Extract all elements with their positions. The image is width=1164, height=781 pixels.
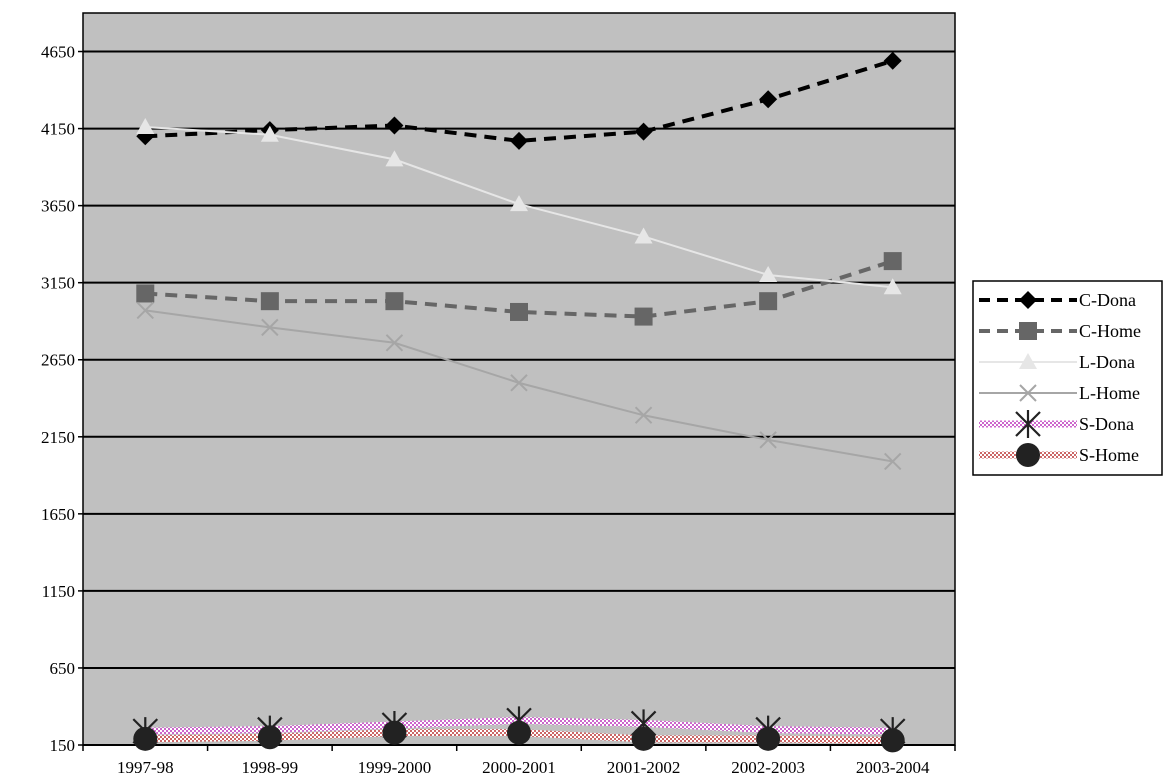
- point-C-Home-2002-2003: [759, 292, 778, 311]
- point-C-Dona-2003-2004: [883, 51, 902, 70]
- point-S-Home-1999-2000: [382, 720, 407, 745]
- point-L-Home-2001-2002: [634, 406, 653, 424]
- point-C-Home-2003-2004: [883, 252, 902, 271]
- ytick-label-4150: 4150: [41, 120, 75, 139]
- ytick-label-3150: 3150: [41, 274, 75, 293]
- point-S-Home-2001-2002: [631, 726, 656, 751]
- point-C-Home-1998-99: [260, 292, 279, 311]
- ytick-label-650: 650: [50, 659, 76, 678]
- point-C-Dona-2000-2001: [510, 131, 528, 150]
- point-L-Dona-2001-2002: [634, 227, 653, 244]
- point-C-Home-1999-2000: [385, 292, 404, 311]
- point-L-Dona-2000-2001: [510, 195, 528, 212]
- point-L-Dona-1998-99: [260, 125, 279, 142]
- point-L-Dona-2002-2003: [759, 265, 778, 282]
- legend-label-L-Home: L-Home: [1079, 383, 1140, 403]
- legend-marker-C-Home: [1019, 322, 1037, 340]
- axes: 150 650 1150 1650 2150 2650 3150 3650 4150 4650 19…: [41, 43, 956, 777]
- point-L-Home-1997-98: [136, 301, 154, 320]
- ytick-label-1650: 1650: [41, 505, 75, 524]
- ytick-label-2150: 2150: [41, 428, 75, 447]
- series-S-Home: [133, 720, 905, 753]
- xtick-label-2003-2004: 2003-2004: [856, 758, 930, 777]
- legend-marker-C-Dona: [1019, 291, 1037, 309]
- ytick-label-2650: 2650: [41, 351, 75, 370]
- point-C-Home-2000-2001: [510, 302, 528, 321]
- legend-label-C-Dona: C-Dona: [1079, 290, 1136, 310]
- series-layer: [132, 51, 906, 753]
- point-L-Dona-1997-98: [136, 118, 155, 135]
- point-C-Dona-1999-2000: [385, 116, 404, 135]
- xtick-label-2002-2003: 2002-2003: [731, 758, 805, 777]
- legend-marker-L-Home: [1019, 384, 1037, 402]
- point-S-Home-2000-2001: [507, 720, 531, 745]
- legend-box: [972, 280, 1163, 476]
- series-L-Home: [136, 301, 902, 471]
- legend-label-L-Dona: L-Dona: [1079, 352, 1135, 372]
- legend-label-C-Home: C-Home: [1079, 321, 1141, 341]
- xtick-label-1997-98: 1997-98: [117, 758, 174, 777]
- point-C-Dona-2001-2002: [634, 122, 653, 141]
- point-L-Home-2000-2001: [510, 374, 528, 392]
- legend-marker-S-Dona: [1015, 410, 1041, 438]
- point-C-Home-1997-98: [136, 284, 155, 303]
- point-L-Home-1999-2000: [385, 334, 404, 352]
- point-C-Home-2001-2002: [634, 307, 653, 326]
- point-L-Dona-2003-2004: [883, 278, 902, 295]
- plot-area: [82, 12, 956, 746]
- xtick-label-1998-99: 1998-99: [242, 758, 299, 777]
- point-S-Home-1998-99: [257, 725, 282, 750]
- point-L-Home-1998-99: [261, 318, 279, 337]
- point-L-Dona-1999-2000: [385, 150, 404, 167]
- ytick-label-1150: 1150: [42, 582, 75, 601]
- legend-marker-L-Dona: [1019, 353, 1037, 369]
- series-C-Home: [136, 252, 902, 326]
- gridlines: [83, 50, 955, 746]
- legend-label-S-Home: S-Home: [1079, 445, 1139, 465]
- legend-label-S-Dona: S-Dona: [1079, 414, 1134, 434]
- point-L-Home-2002-2003: [759, 431, 777, 449]
- xtick-label-1999-2000: 1999-2000: [358, 758, 432, 777]
- point-S-Home-2003-2004: [880, 728, 905, 753]
- legend: C-Dona C-Home L-Dona L-Home S-Dona S-Home: [972, 280, 1163, 476]
- ytick-label-4650: 4650: [41, 43, 75, 62]
- xtick-label-2001-2002: 2001-2002: [607, 758, 681, 777]
- point-L-Home-2003-2004: [884, 452, 902, 471]
- point-S-Home-2002-2003: [756, 726, 781, 751]
- point-C-Dona-2002-2003: [759, 90, 778, 109]
- point-S-Home-1997-98: [133, 726, 158, 751]
- series-L-Dona: [136, 118, 902, 295]
- xtick-label-2000-2001: 2000-2001: [482, 758, 556, 777]
- legend-marker-S-Home: [1016, 443, 1040, 467]
- ytick-label-150: 150: [50, 736, 76, 755]
- ytick-label-3650: 3650: [41, 197, 75, 216]
